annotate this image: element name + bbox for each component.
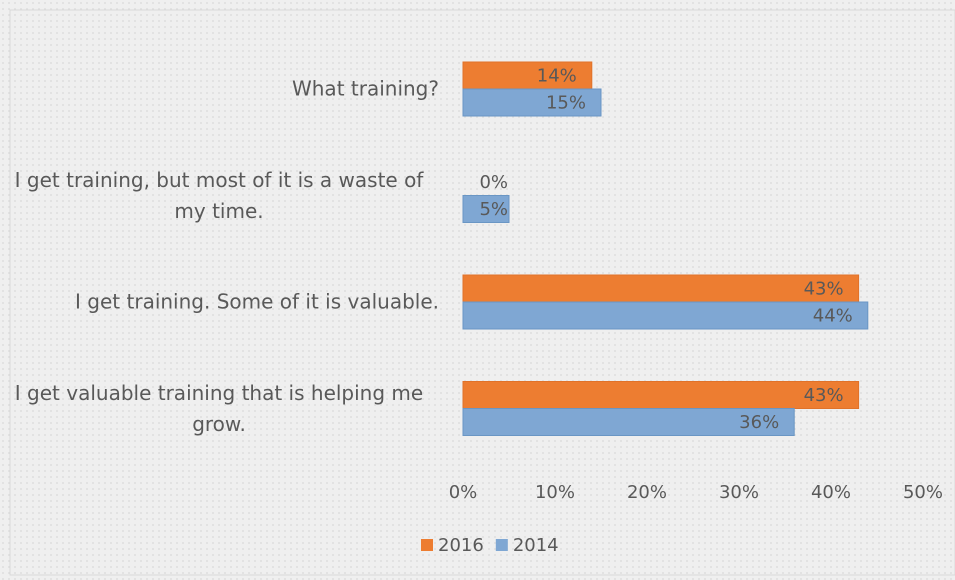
bar [462,381,860,409]
value-label: 5% [479,199,508,220]
legend-label: 2014 [513,535,559,556]
bar [462,274,860,303]
bar [462,408,795,436]
category-label: I get valuable training that is helping … [0,378,439,440]
bar [462,88,602,117]
bar [462,301,869,330]
legend-swatch [495,539,508,551]
category-text: I get training, but most of it is a wast… [14,167,424,223]
value-label: 36% [739,412,779,433]
x-tick-label: 10% [535,482,575,503]
category-text: I get valuable training that is helping … [14,380,424,436]
value-label: 44% [813,306,853,327]
value-label: 43% [804,385,844,406]
x-tick-label: 30% [719,482,759,503]
value-label: 43% [804,279,844,300]
category-label: What training? [0,74,439,105]
x-tick-label: 40% [811,482,851,503]
chart-border [9,9,955,576]
category-label: I get training. Some of it is valuable. [0,287,439,318]
x-tick-label: 0% [449,482,478,503]
value-label: 0% [479,172,508,193]
value-label: 14% [537,66,577,87]
legend-label: 2016 [438,535,484,556]
legend-swatch [421,539,433,551]
value-label: 15% [546,93,586,114]
category-text: What training? [291,76,439,101]
x-tick-label: 20% [627,482,667,503]
category-text: I get training. Some of it is valuable. [75,289,439,314]
bar [462,195,510,223]
x-tick-label: 50% [903,482,943,503]
category-label: I get training, but most of it is a wast… [0,165,439,227]
